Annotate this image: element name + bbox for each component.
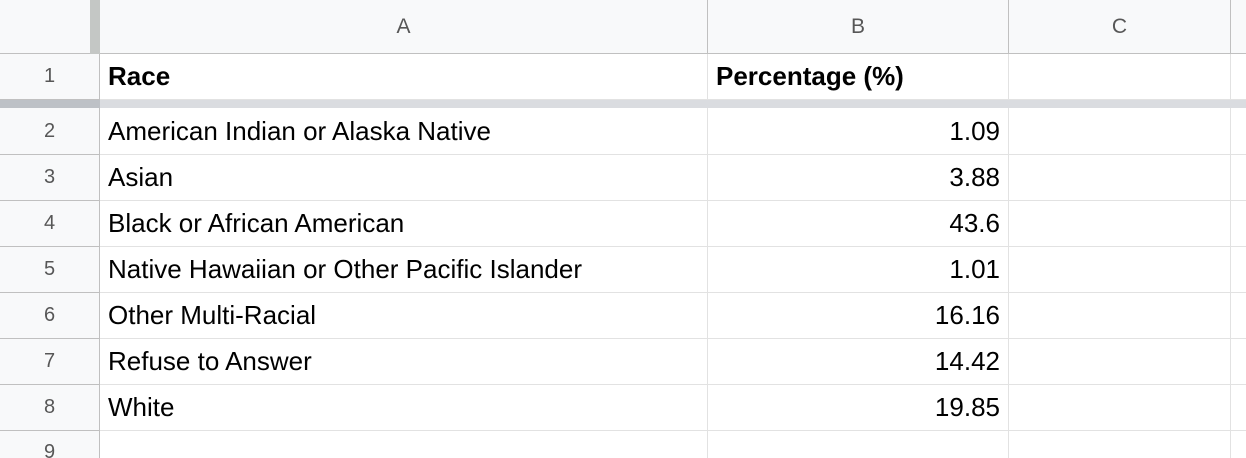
cell-d3[interactable] [1231,155,1246,201]
cell-a6[interactable]: Other Multi-Racial [100,293,708,339]
freeze-row-divider[interactable] [0,100,1246,108]
cell-d2[interactable] [1231,108,1246,155]
cell-a1[interactable]: Race [100,54,708,100]
cell-c3[interactable] [1009,155,1231,201]
cell-b1[interactable]: Percentage (%) [708,54,1009,100]
cell-c8[interactable] [1009,385,1231,431]
row-header-4[interactable]: 4 [0,201,100,247]
row-header-2[interactable]: 2 [0,108,100,155]
freeze-row-handle[interactable] [0,100,100,108]
row-header-8[interactable]: 8 [0,385,100,431]
select-all-corner[interactable] [0,0,100,54]
cell-d8[interactable] [1231,385,1246,431]
cell-d6[interactable] [1231,293,1246,339]
cell-a3[interactable]: Asian [100,155,708,201]
row-header-7[interactable]: 7 [0,339,100,385]
cell-c1[interactable] [1009,54,1231,100]
cell-c4[interactable] [1009,201,1231,247]
row-header-5[interactable]: 5 [0,247,100,293]
cell-c2[interactable] [1009,108,1231,155]
cell-d9[interactable] [1231,431,1246,458]
column-header-a[interactable]: A [100,0,708,54]
cell-a8[interactable]: White [100,385,708,431]
cell-b4[interactable]: 43.6 [708,201,1009,247]
row-header-9[interactable]: 9 [0,431,100,458]
cell-b3[interactable]: 3.88 [708,155,1009,201]
cell-c7[interactable] [1009,339,1231,385]
column-header-b[interactable]: B [708,0,1009,54]
freeze-column-handle[interactable] [90,0,100,54]
cell-b5[interactable]: 1.01 [708,247,1009,293]
column-header-c[interactable]: C [1009,0,1231,54]
cell-a2[interactable]: American Indian or Alaska Native [100,108,708,155]
cell-c6[interactable] [1009,293,1231,339]
cell-d7[interactable] [1231,339,1246,385]
cell-c5[interactable] [1009,247,1231,293]
cell-a9[interactable] [100,431,708,458]
cell-d5[interactable] [1231,247,1246,293]
cell-b7[interactable]: 14.42 [708,339,1009,385]
cell-c9[interactable] [1009,431,1231,458]
cell-b9[interactable] [708,431,1009,458]
column-header-d[interactable] [1231,0,1246,54]
row-header-1[interactable]: 1 [0,54,100,100]
cell-a4[interactable]: Black or African American [100,201,708,247]
cell-a5[interactable]: Native Hawaiian or Other Pacific Islande… [100,247,708,293]
cell-d4[interactable] [1231,201,1246,247]
cell-b6[interactable]: 16.16 [708,293,1009,339]
cell-a7[interactable]: Refuse to Answer [100,339,708,385]
cell-b2[interactable]: 1.09 [708,108,1009,155]
row-header-6[interactable]: 6 [0,293,100,339]
cell-b8[interactable]: 19.85 [708,385,1009,431]
row-header-3[interactable]: 3 [0,155,100,201]
cell-d1[interactable] [1231,54,1246,100]
